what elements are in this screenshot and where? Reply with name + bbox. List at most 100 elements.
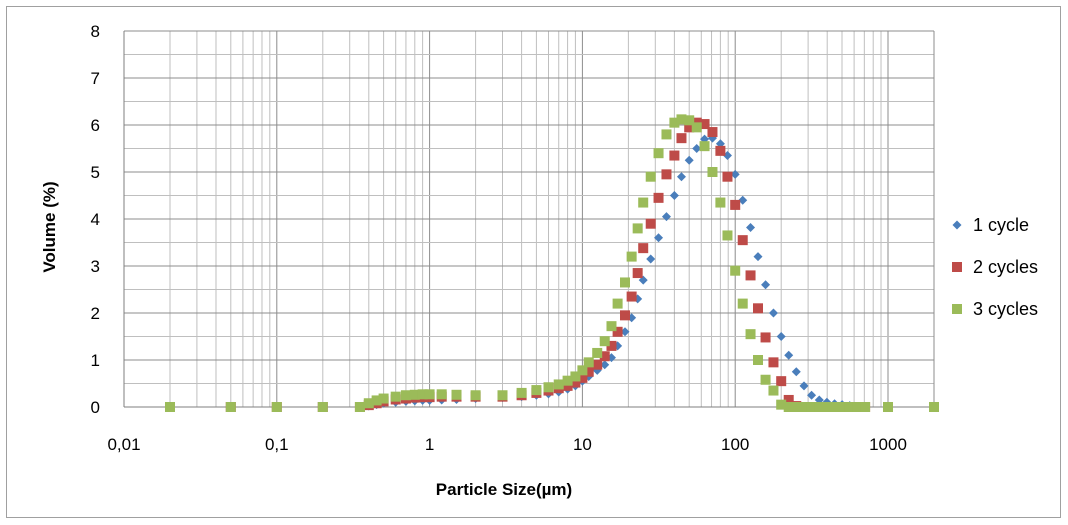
y-tick-label: 0 xyxy=(91,398,100,417)
data-points xyxy=(164,114,939,412)
y-tick-label: 2 xyxy=(91,304,100,323)
data-point xyxy=(753,355,764,365)
data-point xyxy=(746,222,756,232)
data-point xyxy=(632,223,643,234)
legend-marker xyxy=(952,304,962,314)
data-point xyxy=(676,114,687,125)
data-point xyxy=(768,357,779,368)
data-point xyxy=(699,141,710,152)
data-point xyxy=(852,402,863,412)
data-point xyxy=(317,402,328,412)
data-point xyxy=(354,402,365,412)
series-1 xyxy=(165,133,939,412)
data-point xyxy=(799,381,809,391)
data-point xyxy=(653,192,664,203)
data-point xyxy=(600,360,610,370)
data-point xyxy=(606,321,617,332)
data-point xyxy=(271,402,282,412)
data-point xyxy=(806,402,817,412)
data-point xyxy=(745,270,756,281)
data-point xyxy=(516,387,527,398)
data-point xyxy=(783,394,794,405)
data-point xyxy=(760,374,771,385)
data-point xyxy=(371,395,382,406)
grid-lines xyxy=(123,30,935,408)
y-tick-label: 7 xyxy=(91,69,100,88)
data-point xyxy=(424,389,435,400)
particle-size-chart: 0 1 2 3 4 5 6 7 8 0,01 0,1 1 10 100 1000 Volume (%) P… xyxy=(40,22,1038,499)
data-point xyxy=(753,252,763,262)
data-point xyxy=(562,380,573,391)
data-point xyxy=(543,382,554,393)
data-point xyxy=(799,402,810,412)
data-point xyxy=(553,379,564,390)
x-tick-label: 10 xyxy=(573,435,592,454)
data-point xyxy=(661,129,672,140)
y-axis-title: Volume (%) xyxy=(40,181,59,272)
data-point xyxy=(722,171,733,182)
data-point xyxy=(417,389,428,400)
data-point xyxy=(783,402,794,412)
data-point xyxy=(715,197,726,208)
data-point xyxy=(409,389,420,400)
data-point xyxy=(821,402,832,412)
data-point xyxy=(883,402,894,412)
x-tick-label: 1000 xyxy=(869,435,907,454)
data-point xyxy=(737,235,748,246)
data-point xyxy=(722,230,733,241)
data-point xyxy=(619,310,630,321)
data-point xyxy=(768,308,778,318)
chart-frame: 0 1 2 3 4 5 6 7 8 0,01 0,1 1 10 100 1000 Volume (%) P… xyxy=(6,6,1061,518)
data-point xyxy=(570,371,581,382)
data-point xyxy=(378,393,389,404)
data-point xyxy=(654,233,664,243)
data-point xyxy=(612,298,623,309)
data-point xyxy=(638,197,649,208)
data-point xyxy=(807,390,817,400)
data-point xyxy=(661,169,672,180)
data-point xyxy=(691,122,702,133)
data-point xyxy=(451,389,462,400)
data-point xyxy=(620,327,630,337)
data-point xyxy=(776,399,787,410)
legend-label: 3 cycles xyxy=(973,299,1038,319)
x-tick-label: 1 xyxy=(425,435,434,454)
data-point xyxy=(715,145,726,156)
data-point xyxy=(738,195,748,205)
data-point xyxy=(653,148,664,159)
data-point xyxy=(531,385,542,396)
data-point xyxy=(599,336,610,347)
data-point xyxy=(760,332,771,343)
data-point xyxy=(676,172,686,182)
y-tick-label: 1 xyxy=(91,351,100,370)
y-tick-labels: 0 1 2 3 4 5 6 7 8 xyxy=(91,22,100,417)
data-point xyxy=(768,385,779,396)
data-point xyxy=(761,280,771,290)
legend-label: 2 cycles xyxy=(973,257,1038,277)
x-tick-labels: 0,01 0,1 1 10 100 1000 xyxy=(107,435,906,454)
series-3 xyxy=(164,114,939,412)
data-point xyxy=(470,390,481,401)
data-point xyxy=(577,365,588,376)
data-point xyxy=(837,402,848,412)
data-point xyxy=(497,390,508,401)
data-point xyxy=(390,391,401,402)
data-point xyxy=(646,254,656,264)
data-point xyxy=(753,303,764,314)
data-point xyxy=(592,359,603,370)
data-point xyxy=(776,332,786,341)
data-point xyxy=(730,265,741,276)
y-tick-label: 8 xyxy=(91,22,100,41)
y-tick-label: 5 xyxy=(91,163,100,182)
data-point xyxy=(661,212,671,222)
data-point xyxy=(730,199,741,210)
data-point xyxy=(814,402,825,412)
data-point xyxy=(707,167,718,177)
data-point xyxy=(645,218,656,229)
data-point xyxy=(669,150,680,161)
data-point xyxy=(929,402,939,412)
data-point xyxy=(707,127,718,138)
data-point xyxy=(684,155,694,165)
data-point xyxy=(606,340,617,351)
x-axis-title: Particle Size(µm) xyxy=(436,480,572,499)
